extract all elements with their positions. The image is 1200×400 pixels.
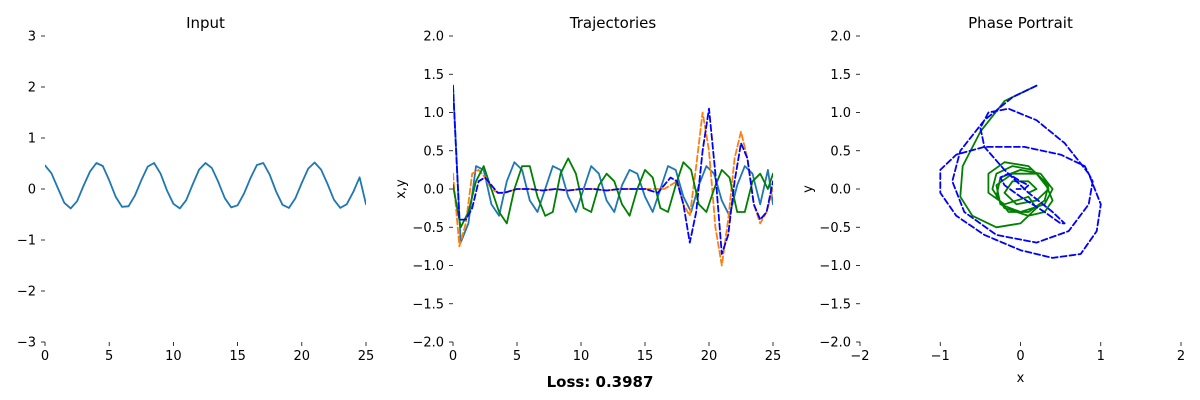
x-tick-label: 2	[1177, 349, 1185, 364]
loss-label: Loss: 0.3987	[546, 373, 654, 391]
x-tick-label: 10	[165, 349, 182, 364]
y-tick-label: −1.5	[819, 297, 851, 312]
y-tick-label: 1	[28, 132, 36, 147]
y-tick-label: 1.5	[423, 68, 444, 83]
y-tick-label: 1.0	[830, 106, 851, 121]
y-tick-label: −0.5	[819, 221, 851, 236]
y-tick-label: −1.0	[412, 259, 444, 274]
y-tick-label: 2	[28, 81, 36, 96]
y-tick-label: −1.0	[819, 259, 851, 274]
x-axis-label: x	[1017, 371, 1025, 386]
y-tick-label: 0.5	[830, 144, 851, 159]
y-tick-label: 0	[28, 183, 36, 198]
x-tick-label: 1	[1097, 349, 1105, 364]
y-tick-label: 1.5	[830, 68, 851, 83]
chart-title: Input	[186, 14, 225, 32]
chart-1: Trajectories 0 5 10 15 20 25 −2.0 −1.5 −1.0 −0.5 0.…	[394, 14, 781, 364]
chart-2: Phase Portrait −2 −1 0 1 2 −2.0 −1.5 −1.0 −0.5 0.0…	[801, 14, 1185, 386]
x-tick-label: 0	[449, 349, 457, 364]
series-line-pred	[939, 84, 1102, 259]
series-line-input	[45, 161, 366, 210]
x-tick-label: 20	[701, 349, 718, 364]
series-line-x-true	[453, 84, 773, 244]
chart-0: Input 0 5 10 15 20 25 −3 −2 −1 0 1 2 3	[17, 14, 374, 364]
y-tick-label: 2.0	[423, 30, 444, 45]
x-tick-label: 15	[229, 349, 246, 364]
y-tick-label: 1.0	[423, 106, 444, 121]
series-line-y-true	[453, 157, 773, 229]
y-tick-label: −0.5	[412, 221, 444, 236]
y-tick-label: 3	[28, 30, 36, 45]
x-tick-label: 25	[765, 349, 782, 364]
y-tick-label: 0.0	[830, 183, 851, 198]
x-tick-label: −2	[850, 349, 869, 364]
chart-title: Phase Portrait	[968, 14, 1073, 32]
x-tick-label: 5	[513, 349, 521, 364]
x-tick-label: 20	[294, 349, 311, 364]
y-tick-label: −2	[17, 285, 36, 300]
x-tick-label: 15	[637, 349, 654, 364]
y-tick-label: −1	[17, 234, 36, 249]
x-tick-label: 0	[1016, 349, 1024, 364]
y-tick-label: −2.0	[412, 336, 444, 351]
y-tick-label: −1.5	[412, 297, 444, 312]
series-line-true	[959, 84, 1054, 229]
y-axis-label: x,y	[394, 179, 409, 199]
series-line-y-pred	[453, 84, 773, 255]
x-tick-label: 0	[41, 349, 49, 364]
x-tick-label: 10	[573, 349, 590, 364]
y-tick-label: −2.0	[819, 336, 851, 351]
y-tick-label: −3	[17, 336, 36, 351]
x-tick-label: 5	[105, 349, 113, 364]
x-tick-label: −1	[931, 349, 950, 364]
y-tick-label: 0.5	[423, 144, 444, 159]
y-tick-label: 0.0	[423, 183, 444, 198]
y-tick-label: 2.0	[830, 30, 851, 45]
chart-title: Trajectories	[569, 14, 657, 32]
x-tick-label: 25	[358, 349, 375, 364]
y-axis-label: y	[801, 185, 816, 193]
